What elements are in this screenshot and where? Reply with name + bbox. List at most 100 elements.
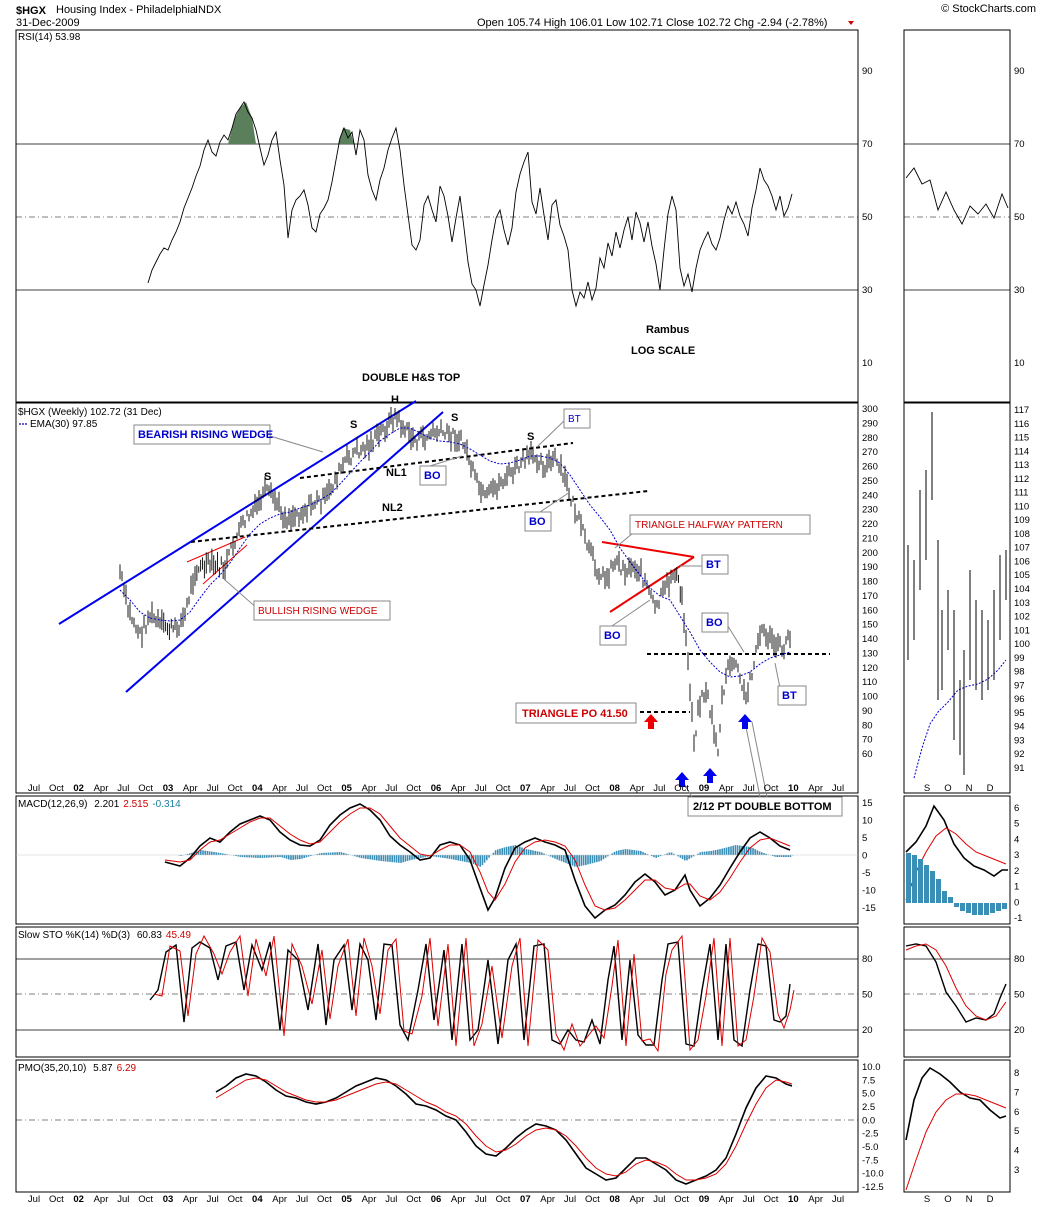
histogram-bar xyxy=(600,855,602,861)
x-tick-label: Oct xyxy=(317,783,332,794)
histogram-bar xyxy=(442,855,444,858)
histogram-bar xyxy=(745,846,748,855)
histogram-bar xyxy=(743,846,745,855)
histogram-bar xyxy=(186,853,189,855)
sto-d-line xyxy=(153,934,795,1053)
histogram-bar xyxy=(587,855,589,865)
histogram-bar xyxy=(637,850,640,855)
axis-tick-label: 3 xyxy=(1014,1165,1019,1176)
histogram-bar xyxy=(365,855,367,859)
bearish-wedge-callout: BEARISH RISING WEDGE xyxy=(133,424,324,453)
histogram-bar xyxy=(354,855,356,857)
histogram-bar xyxy=(437,855,440,858)
axis-tick-label: 2 xyxy=(1014,866,1019,877)
histogram-bar xyxy=(585,855,587,865)
histogram-bar xyxy=(571,855,574,866)
blue-up-arrow-icon xyxy=(675,772,689,787)
x-tick-label: Jul xyxy=(564,1194,576,1205)
mini-histogram-bar xyxy=(942,891,947,903)
histogram-bar xyxy=(699,852,701,855)
histogram-bar xyxy=(593,855,596,863)
histogram-bar xyxy=(340,852,343,855)
histogram-bar xyxy=(521,847,523,855)
x-tick-label: Oct xyxy=(228,783,243,794)
axis-tick-label: 260 xyxy=(862,462,878,473)
axis-tick-label: 230 xyxy=(862,505,878,516)
axis-tick-label: 99 xyxy=(1014,653,1025,664)
histogram-bar xyxy=(501,848,503,855)
x-tick-label: 09 xyxy=(699,1194,710,1205)
x-tick-label: Jul xyxy=(832,1194,844,1205)
svg-text:TRIANGLE PO 41.50: TRIANGLE PO 41.50 xyxy=(522,708,628,720)
price-bars xyxy=(119,406,791,757)
histogram-bar xyxy=(257,855,259,858)
x-tick-label: Apr xyxy=(362,783,377,794)
mini-price-axis: 117 116 115 114 113 112 111 110 109 108 107 106 105 1… xyxy=(1014,405,1030,774)
pmo-axis: 10.0 7.5 5.0 2.5 0.0 -2.5 -5.0 -7.5 -10.0 -12.5 xyxy=(862,1062,884,1193)
x-tick-label: S xyxy=(924,783,930,794)
histogram-bar xyxy=(453,855,455,860)
histogram-bar xyxy=(690,855,693,858)
axis-tick-label: 114 xyxy=(1014,446,1029,457)
sto-panel xyxy=(15,926,859,1058)
histogram-bar xyxy=(508,846,510,855)
x-tick-label: Oct xyxy=(585,1194,600,1205)
axis-tick-label: 90 xyxy=(862,66,873,77)
x-tick-label: Oct xyxy=(138,783,153,794)
axis-tick-label: 70 xyxy=(862,139,873,150)
axis-tick-label: 1 xyxy=(1014,882,1019,893)
axis-tick-label: 116 xyxy=(1014,419,1029,430)
down-arrow-icon xyxy=(848,21,854,25)
histogram-bar xyxy=(558,855,561,861)
histogram-bar xyxy=(688,855,690,859)
histogram-bar xyxy=(279,855,281,858)
axis-tick-label: -10 xyxy=(862,886,876,897)
histogram-bar xyxy=(728,846,730,855)
histogram-bar xyxy=(756,850,759,855)
mini-pmo-panel xyxy=(903,1059,1011,1193)
histogram-bar xyxy=(758,851,761,855)
axis-tick-label: 270 xyxy=(862,447,878,458)
rsi-label: RSI(14) 53.98 xyxy=(18,32,81,43)
histogram-bar xyxy=(215,852,217,855)
x-tick-label: Oct xyxy=(496,783,511,794)
histogram-bar xyxy=(615,850,618,855)
axis-tick-label: 50 xyxy=(1014,990,1025,1001)
svg-text:BO: BO xyxy=(604,630,621,642)
bearish-wedge-upper-line xyxy=(58,400,417,625)
x-tick-label: S xyxy=(924,1194,930,1205)
histogram-bar xyxy=(373,855,376,861)
rsi-panel xyxy=(15,29,859,403)
histogram-bar xyxy=(318,853,321,855)
x-tick-label: D xyxy=(987,783,994,794)
x-tick-label: 04 xyxy=(252,1194,263,1205)
x-tick-label: Oct xyxy=(674,783,689,794)
histogram-bar xyxy=(613,851,616,855)
histogram-bar xyxy=(483,855,486,863)
histogram-bar xyxy=(310,855,312,856)
histogram-bar xyxy=(578,855,580,867)
axis-tick-label: 30 xyxy=(1014,285,1025,296)
histogram-bar xyxy=(591,855,594,864)
x-tick-label: Jul xyxy=(207,783,219,794)
axis-tick-label: -5 xyxy=(862,868,870,879)
histogram-bar xyxy=(299,855,301,860)
histogram-bar xyxy=(633,850,635,855)
x-tick-label: Jul xyxy=(385,783,397,794)
axis-tick-label: -10.0 xyxy=(862,1169,884,1180)
x-tick-label: Apr xyxy=(630,1194,645,1205)
bt-callout-3: BT xyxy=(774,662,807,706)
histogram-bar xyxy=(706,851,708,855)
histogram-bar xyxy=(197,850,200,855)
mini-histogram-bar xyxy=(960,903,965,911)
x-tick-label: Jul xyxy=(653,1194,665,1205)
x-tick-label: Apr xyxy=(272,783,287,794)
axis-tick-label: 160 xyxy=(862,605,878,616)
axis-tick-label: -12.5 xyxy=(862,1182,884,1193)
histogram-bar xyxy=(631,849,633,855)
svg-text:BO: BO xyxy=(424,470,441,482)
sto-reference-lines xyxy=(16,958,1010,1031)
histogram-bar xyxy=(281,855,283,858)
